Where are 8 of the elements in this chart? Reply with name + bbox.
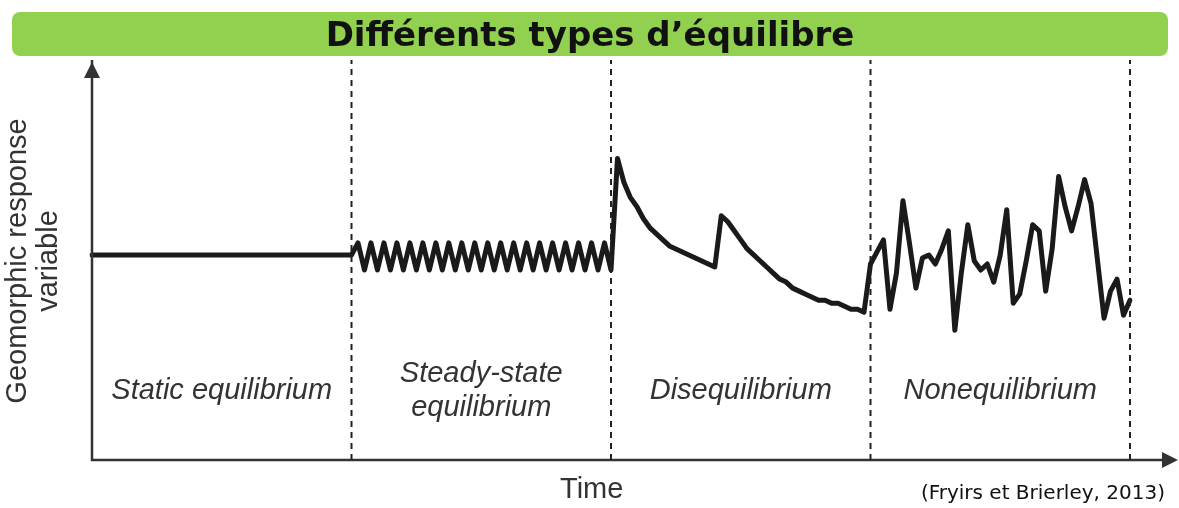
annotation: Nonequilibrium [903,373,1097,406]
annotation: Steady-state equilibrium [399,356,563,423]
annotation: Disequilibrium [649,373,832,406]
text: (Fryirs et Brierley, 2013) [920,480,1165,504]
x-axis-title: Time [560,472,624,505]
annotation: Static equilibrium [111,373,333,406]
chart-title: Différents types d’équilibre [12,12,1168,56]
y-axis-title: Geomorphic response variable [0,117,63,406]
